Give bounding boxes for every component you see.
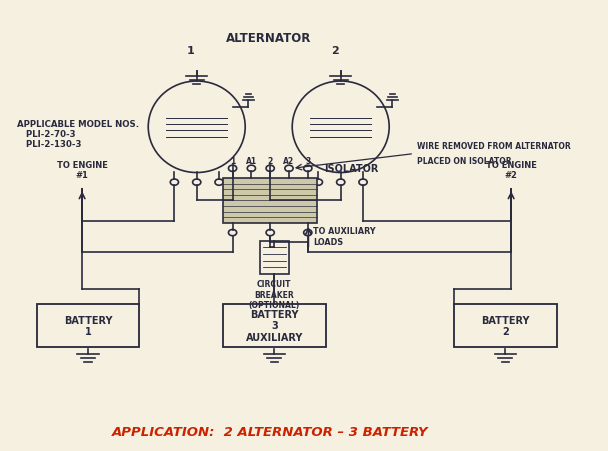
Text: TO AUXILIARY
LOADS: TO AUXILIARY LOADS — [313, 227, 376, 246]
FancyBboxPatch shape — [223, 304, 326, 347]
Text: ALTERNATOR: ALTERNATOR — [226, 32, 311, 45]
Text: TO ENGINE
#2: TO ENGINE #2 — [486, 161, 537, 180]
Text: A2: A2 — [283, 156, 294, 166]
Text: WIRE REMOVED FROM ALTERNATOR: WIRE REMOVED FROM ALTERNATOR — [417, 142, 571, 151]
FancyBboxPatch shape — [36, 304, 139, 347]
Text: 2: 2 — [268, 156, 273, 166]
Text: 2: 2 — [331, 46, 339, 56]
Text: APPLICABLE MODEL NOS.
   PLI-2-70-3
   PLI-2-130-3: APPLICABLE MODEL NOS. PLI-2-70-3 PLI-2-1… — [18, 120, 140, 149]
Text: A1: A1 — [246, 156, 257, 166]
Text: APPLICATION:  2 ALTERNATOR – 3 BATTERY: APPLICATION: 2 ALTERNATOR – 3 BATTERY — [112, 425, 429, 438]
Text: BATTERY
2: BATTERY 2 — [481, 315, 530, 336]
FancyBboxPatch shape — [454, 304, 557, 347]
Text: 1: 1 — [230, 156, 235, 166]
Text: 1: 1 — [187, 46, 195, 56]
Text: TO ENGINE
#1: TO ENGINE #1 — [57, 161, 108, 180]
Text: CIRCUIT
BREAKER
(OPTIONAL): CIRCUIT BREAKER (OPTIONAL) — [249, 280, 300, 309]
Text: BATTERY
1: BATTERY 1 — [64, 315, 112, 336]
FancyBboxPatch shape — [260, 241, 289, 275]
Text: BATTERY
3
AUXILIARY: BATTERY 3 AUXILIARY — [246, 309, 303, 342]
FancyBboxPatch shape — [223, 179, 317, 223]
Text: ISOLATOR: ISOLATOR — [324, 164, 379, 174]
Text: 3: 3 — [305, 156, 311, 166]
Text: PLACED ON ISOLATOR: PLACED ON ISOLATOR — [417, 156, 512, 166]
